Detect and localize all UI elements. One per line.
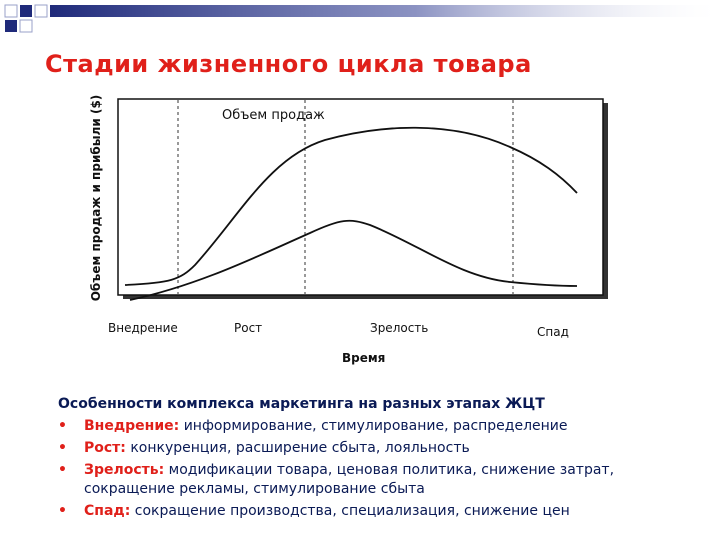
stage-name: Рост: [84,440,126,456]
list-item: • Зрелость: модификации товара, ценовая п… [58,461,678,499]
stage-description: конкуренция, расширение сбыта, лояльност… [125,440,470,456]
marketing-notes: Особенности комплекса маркетинга на разн… [58,395,678,524]
product-life-cycle-diagram: Объем продаж и прибыли ($) Объем продаж … [89,95,608,365]
decorative-squares [4,4,715,33]
stage-description: модификации товара, ценовая политика, сн… [84,462,615,497]
sales-curve-label: Объем продаж [222,108,325,123]
bullet-icon: • [58,440,67,456]
notes-list: • Внедрение: информирование, стимулирован… [58,417,678,521]
stage-label-maturity: Зрелость [370,321,428,335]
stage-name: Спад: [84,503,131,519]
plot-frame [117,98,604,296]
stage-label-growth: Рост [234,321,262,335]
sales-curve [124,126,578,286]
stage-description: сокращение производства, специализация, … [130,503,570,519]
bullet-icon: • [58,503,67,519]
notes-heading: Особенности комплекса маркетинга на разн… [58,396,545,412]
stage-label-decline: Спад [537,325,569,339]
stage-name: Зрелость: [84,462,165,478]
stage-name: Внедрение: [84,418,180,434]
bullet-icon: • [58,418,67,434]
stage-description: информирование, стимулирование, распреде… [179,418,568,434]
bullet-icon: • [58,462,67,478]
list-item: • Внедрение: информирование, стимулирован… [58,417,678,436]
profit-curve [129,219,578,301]
y-axis-label: Объем продаж и прибыли ($) [89,95,103,301]
x-axis-label: Время [342,351,385,365]
slide-title: Стадии жизненного цикла товара [45,50,532,78]
list-item: • Рост: конкуренция, расширение сбыта, ло… [58,439,678,458]
list-item: • Спад: сокращение производства, специали… [58,502,678,521]
stage-label-introduction: Внедрение [108,321,178,335]
